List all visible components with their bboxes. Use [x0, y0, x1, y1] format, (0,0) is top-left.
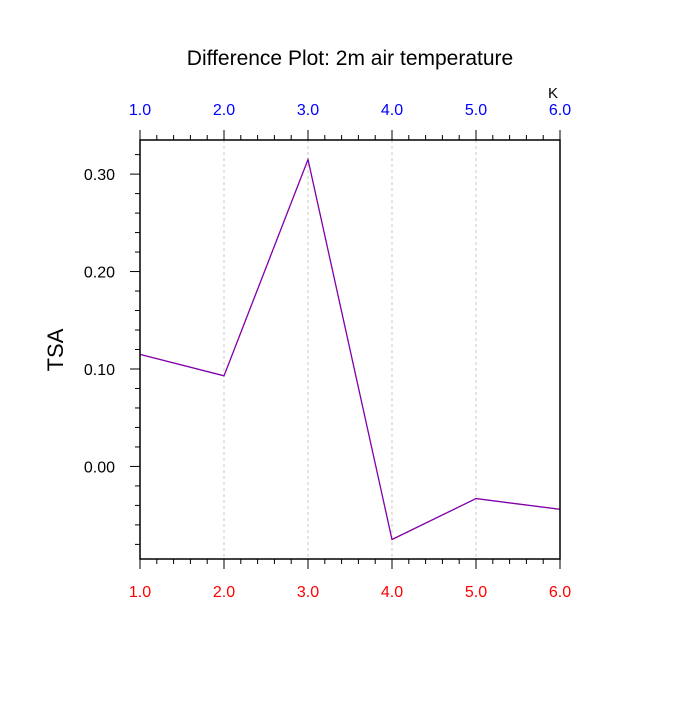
x-tick-label-top: 2.0: [213, 102, 235, 119]
x-tick-label-bottom: 5.0: [465, 584, 487, 601]
y-tick-label: 0.10: [84, 362, 115, 379]
labels-layer: 1.0 1.0 2.0 2.0 3.0 3.0 4.0 4.0 5.0 5.0 6.0 6.0 0.00…: [84, 102, 571, 601]
x-tick-label-bottom: 2.0: [213, 584, 235, 601]
x-tick-label-top: 6.0: [549, 102, 571, 119]
y-axis-label: TSA: [43, 328, 68, 371]
x-tick-label-top: 4.0: [381, 102, 403, 119]
x-tick-label-top: 3.0: [297, 102, 319, 119]
y-tick-label: 0.20: [84, 265, 115, 282]
y-tick-label: 0.30: [84, 167, 115, 184]
units-label: K: [548, 85, 558, 102]
x-tick-label-bottom: 4.0: [381, 584, 403, 601]
series-layer: [140, 159, 560, 539]
x-tick-label-bottom: 3.0: [297, 584, 319, 601]
y-tick-label: 0.00: [84, 459, 115, 476]
ticks-layer: [130, 130, 560, 569]
chart-title: Difference Plot: 2m air temperature: [187, 47, 513, 70]
x-tick-label-top: 1.0: [129, 102, 151, 119]
x-tick-label-bottom: 1.0: [129, 584, 151, 601]
series-line: [140, 159, 560, 539]
x-tick-label-top: 5.0: [465, 102, 487, 119]
x-tick-label-bottom: 6.0: [549, 584, 571, 601]
